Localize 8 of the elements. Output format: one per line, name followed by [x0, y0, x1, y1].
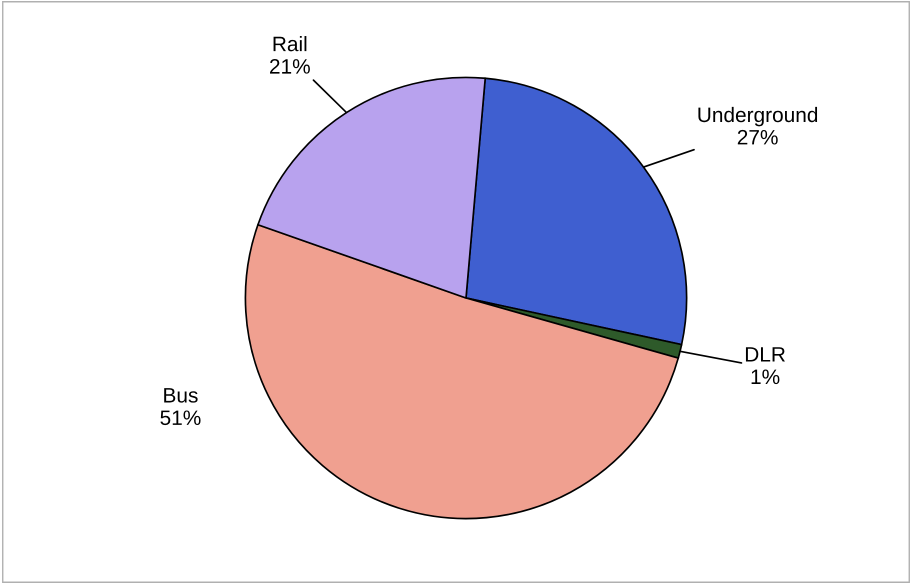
slice-label: Rail: [274, 36, 306, 52]
slice-label: Bus: [164, 388, 198, 403]
data-label: 27%: [738, 130, 778, 145]
data-label: 21%: [270, 59, 310, 74]
slice-label: DLR: [746, 347, 785, 362]
data-label: 1%: [752, 370, 780, 384]
data-label: 51%: [160, 410, 201, 426]
slice-label: Underground: [698, 106, 818, 126]
